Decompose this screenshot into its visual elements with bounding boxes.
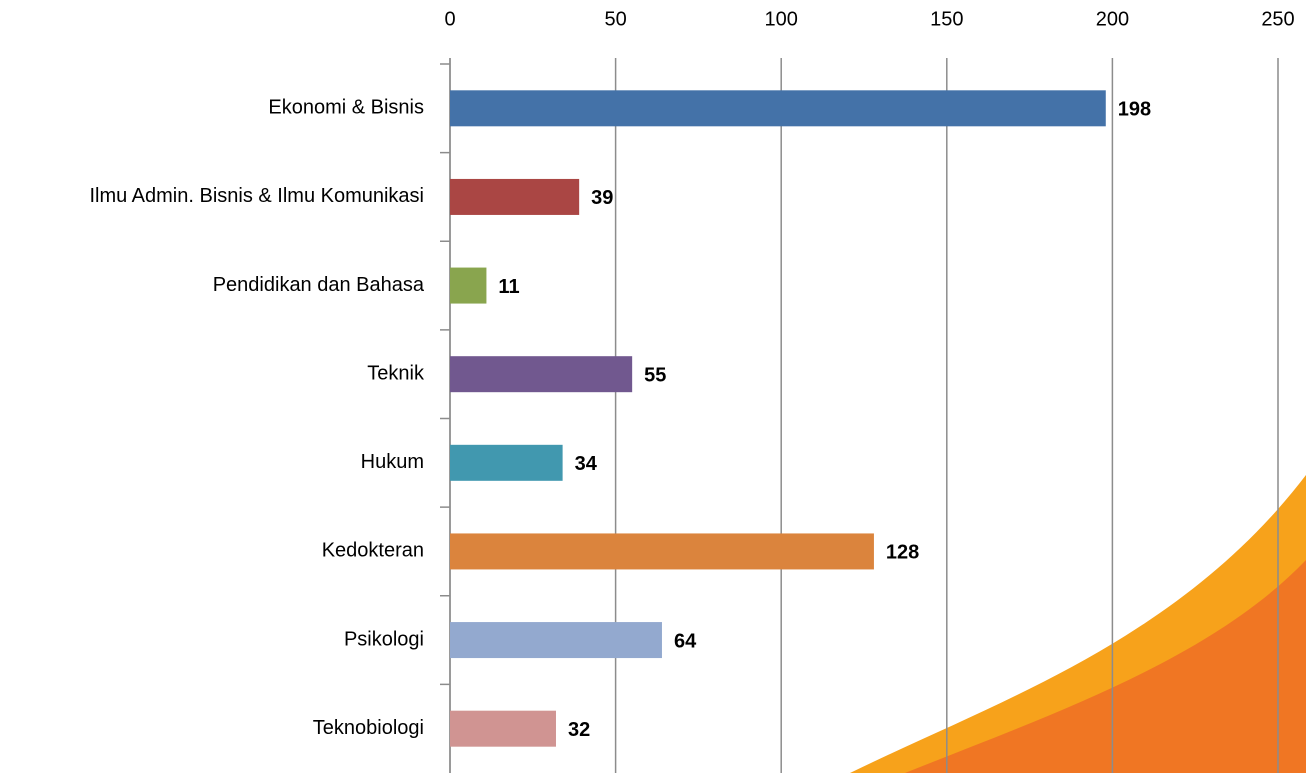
y-tick-label: Teknik [367,362,425,384]
data-label: 11 [498,276,519,298]
y-tick-label: Teknobiologi [313,717,424,739]
data-label: 55 [644,364,666,386]
y-tick-label: Kedokteran [322,540,424,562]
bar [450,444,563,481]
data-label: 64 [674,630,697,652]
y-tick-label: Pendidikan dan Bahasa [213,274,425,296]
data-label: 34 [575,453,598,475]
data-label: 32 [568,719,590,741]
x-tick-label: 250 [1261,8,1294,30]
swoosh-dark [905,560,1306,773]
data-label: 128 [886,542,919,564]
x-tick-label: 200 [1096,8,1129,30]
bar [450,533,874,570]
x-tick-label: 100 [765,8,798,30]
y-tick-label: Ilmu Admin. Bisnis & Ilmu Komunikasi [89,185,424,207]
data-label: 39 [591,187,613,209]
bar [450,178,580,215]
bar [450,622,662,659]
bar [450,710,556,747]
y-tick-label: Hukum [361,451,424,473]
data-label: 198 [1118,99,1151,121]
bar [450,267,487,304]
y-tick-label: Psikologi [344,628,424,650]
decoration [850,475,1306,773]
y-tick-label: Ekonomi & Bisnis [268,97,424,119]
x-tick-label: 150 [930,8,963,30]
x-tick-label: 50 [604,8,626,30]
bar [450,356,633,393]
x-tick-label: 0 [444,8,455,30]
bar [450,90,1106,127]
